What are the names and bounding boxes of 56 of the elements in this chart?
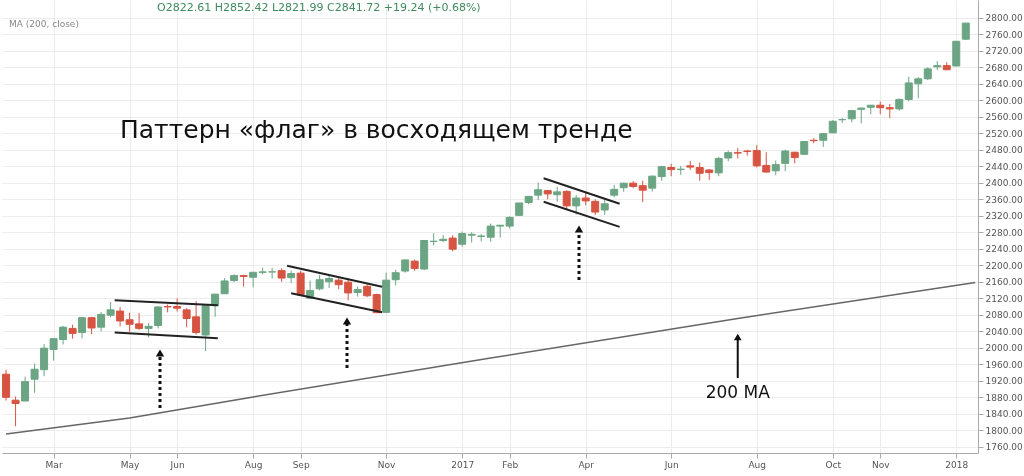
y-tick-label: 2120.00 <box>985 293 1023 304</box>
x-tick-label: Sep <box>292 459 310 470</box>
x-tick-label: Nov <box>871 459 891 470</box>
candlestick <box>154 306 163 329</box>
candlestick <box>572 194 581 216</box>
candlestick <box>287 270 296 284</box>
annotation: O2822.61 H2852.42 L2821.99 C2841.72 +19.24 (+0.68%) <box>157 1 481 14</box>
x-tick-label: Oct <box>825 459 842 470</box>
y-tick-label: 1840.00 <box>985 409 1023 420</box>
candlestick <box>562 189 571 211</box>
y-tick-label: 1960.00 <box>985 359 1023 370</box>
candlestick <box>268 267 277 279</box>
x-tick-label: Aug <box>748 459 767 470</box>
x-tick-label: Jun <box>169 459 185 470</box>
y-tick-label: 2320.00 <box>985 211 1023 222</box>
y-tick-label: 2080.00 <box>985 310 1023 321</box>
y-tick-label: 2400.00 <box>985 178 1023 189</box>
candlestick <box>296 270 305 296</box>
y-tick-label: 2200.00 <box>985 260 1023 271</box>
x-tick-label: Feb <box>502 459 519 470</box>
text: Паттерн «флаг» в восходящем тренде <box>120 115 633 144</box>
x-tick-label: Apr <box>578 459 595 470</box>
y-tick-label: 2560.00 <box>985 112 1023 123</box>
x-tick-label: Nov <box>377 459 397 470</box>
y-tick-label: 2640.00 <box>985 79 1023 90</box>
y-tick-label: 2480.00 <box>985 145 1023 156</box>
x-tick-label: 2017 <box>451 459 475 470</box>
candlestick <box>21 376 30 402</box>
y-tick-label: 1760.00 <box>985 442 1023 453</box>
x-tick-label: Aug <box>244 459 263 470</box>
y-tick-label: 2280.00 <box>985 227 1023 238</box>
y-tick-label: 1880.00 <box>985 392 1023 403</box>
y-tick-label: 2600.00 <box>985 95 1023 106</box>
y-tick-label: 2040.00 <box>985 326 1023 337</box>
y-tick-label: 2360.00 <box>985 194 1023 205</box>
candlestick <box>638 180 647 203</box>
x-tick-label: 2018 <box>945 459 969 470</box>
x-tick-label: May <box>120 459 141 470</box>
y-tick-label: 1920.00 <box>985 376 1023 387</box>
y-tick-label: 1800.00 <box>985 425 1023 436</box>
candlestick <box>2 369 11 402</box>
y-tick-label: 2000.00 <box>985 343 1023 354</box>
y-tick-label: 2440.00 <box>985 161 1023 172</box>
y-tick-label: 2760.00 <box>985 29 1023 40</box>
y-tick-label: 2720.00 <box>985 46 1023 57</box>
y-tick-label: 2680.00 <box>985 62 1023 73</box>
y-tick-label: 2520.00 <box>985 128 1023 139</box>
annotation: MA (200, close) <box>9 19 79 29</box>
y-tick-label: 2160.00 <box>985 277 1023 288</box>
y-tick-label: 2800.00 <box>985 13 1023 24</box>
y-tick-label: 2240.00 <box>985 244 1023 255</box>
line-series <box>5 281 977 435</box>
x-tick-label: Mar <box>45 459 63 470</box>
x-tick-label: Jun <box>663 459 679 470</box>
candlestick <box>11 395 20 427</box>
text: 200 MA <box>705 382 771 402</box>
